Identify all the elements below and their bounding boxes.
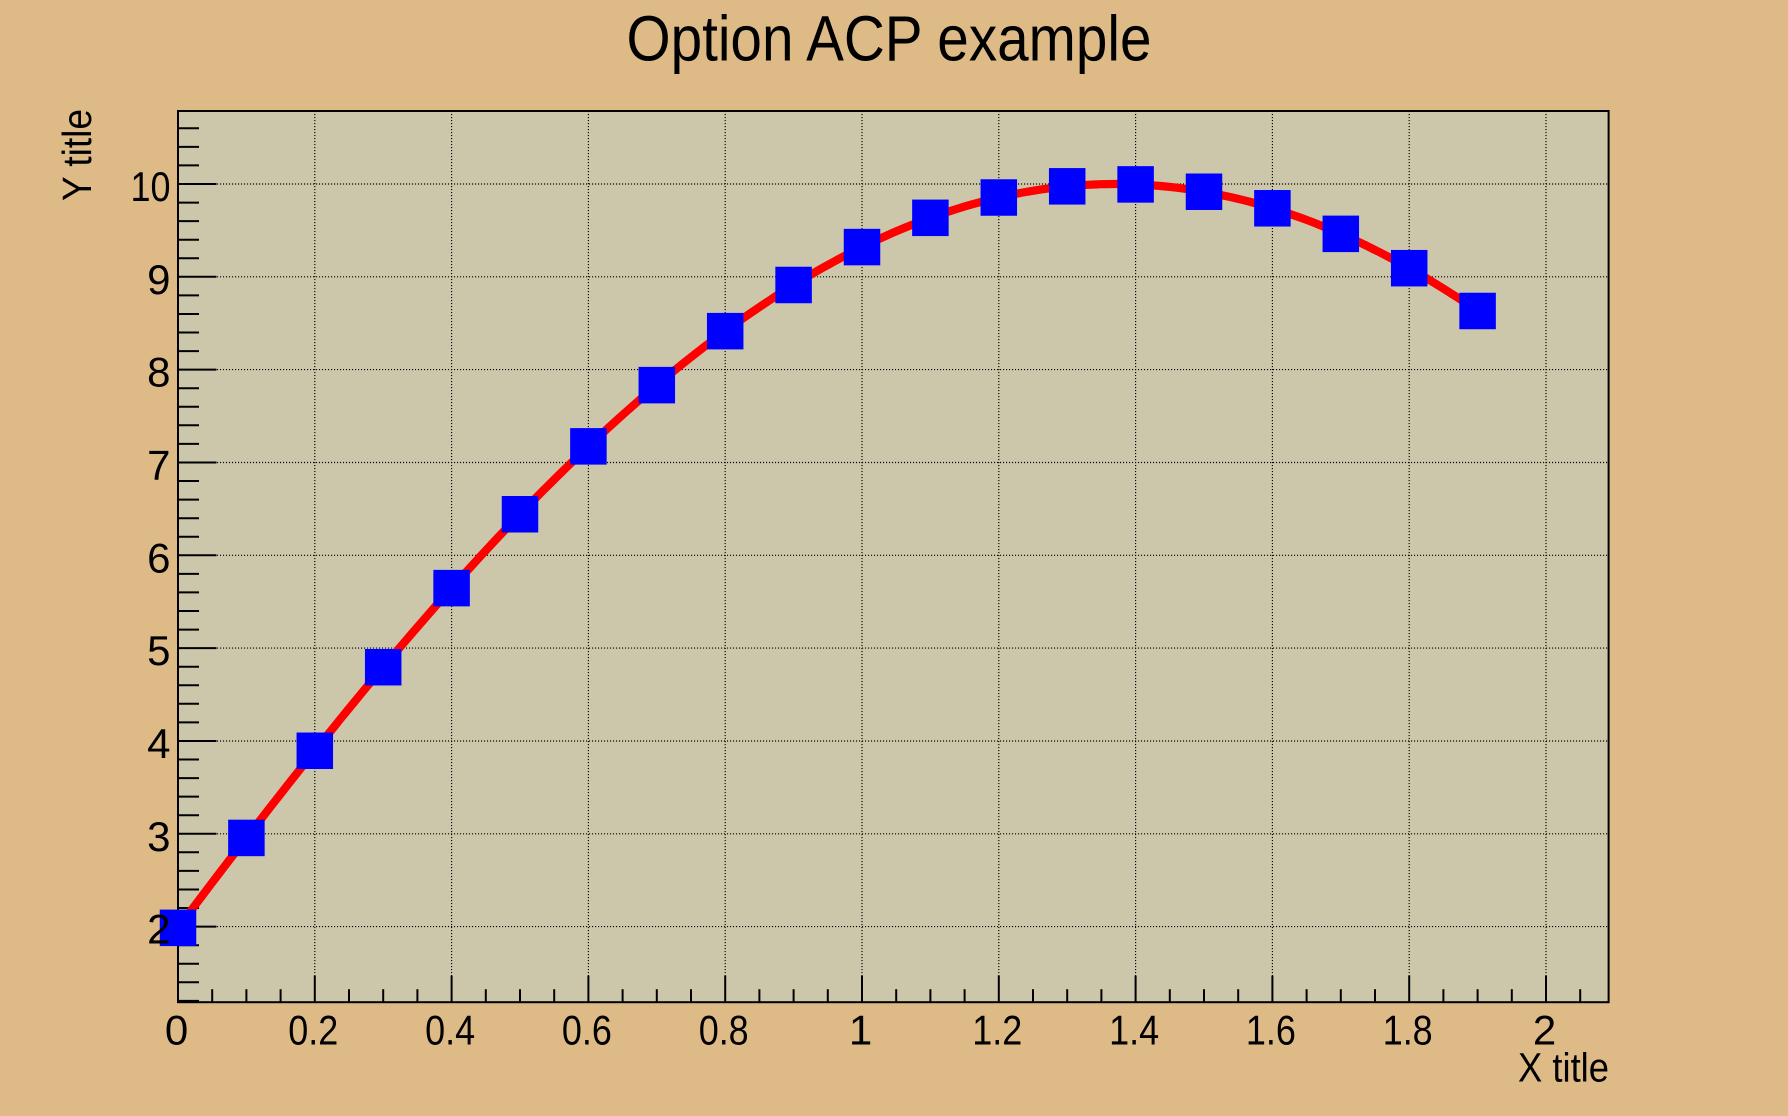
svg-text:6: 6	[147, 534, 170, 581]
svg-text:1.2: 1.2	[972, 1006, 1022, 1053]
svg-text:10: 10	[131, 163, 171, 210]
svg-text:1.4: 1.4	[1109, 1006, 1159, 1053]
svg-text:2: 2	[147, 906, 170, 953]
svg-text:Option ACP example: Option ACP example	[627, 3, 1152, 75]
svg-text:1.8: 1.8	[1383, 1006, 1433, 1053]
svg-text:0.8: 0.8	[699, 1006, 749, 1053]
svg-text:7: 7	[147, 442, 170, 489]
svg-text:0.4: 0.4	[425, 1006, 475, 1053]
svg-text:0.6: 0.6	[562, 1006, 612, 1053]
svg-text:5: 5	[147, 627, 170, 674]
svg-text:0.2: 0.2	[288, 1006, 338, 1053]
svg-text:3: 3	[147, 813, 170, 860]
svg-text:8: 8	[147, 349, 170, 396]
svg-text:1: 1	[849, 1006, 872, 1053]
svg-text:2: 2	[1533, 1006, 1556, 1053]
svg-text:1.6: 1.6	[1246, 1006, 1296, 1053]
svg-text:4: 4	[147, 720, 170, 767]
svg-text:X title: X title	[1518, 1044, 1609, 1090]
svg-text:9: 9	[147, 256, 170, 303]
svg-text:Y title: Y title	[54, 109, 100, 201]
svg-text:0: 0	[165, 1006, 188, 1053]
